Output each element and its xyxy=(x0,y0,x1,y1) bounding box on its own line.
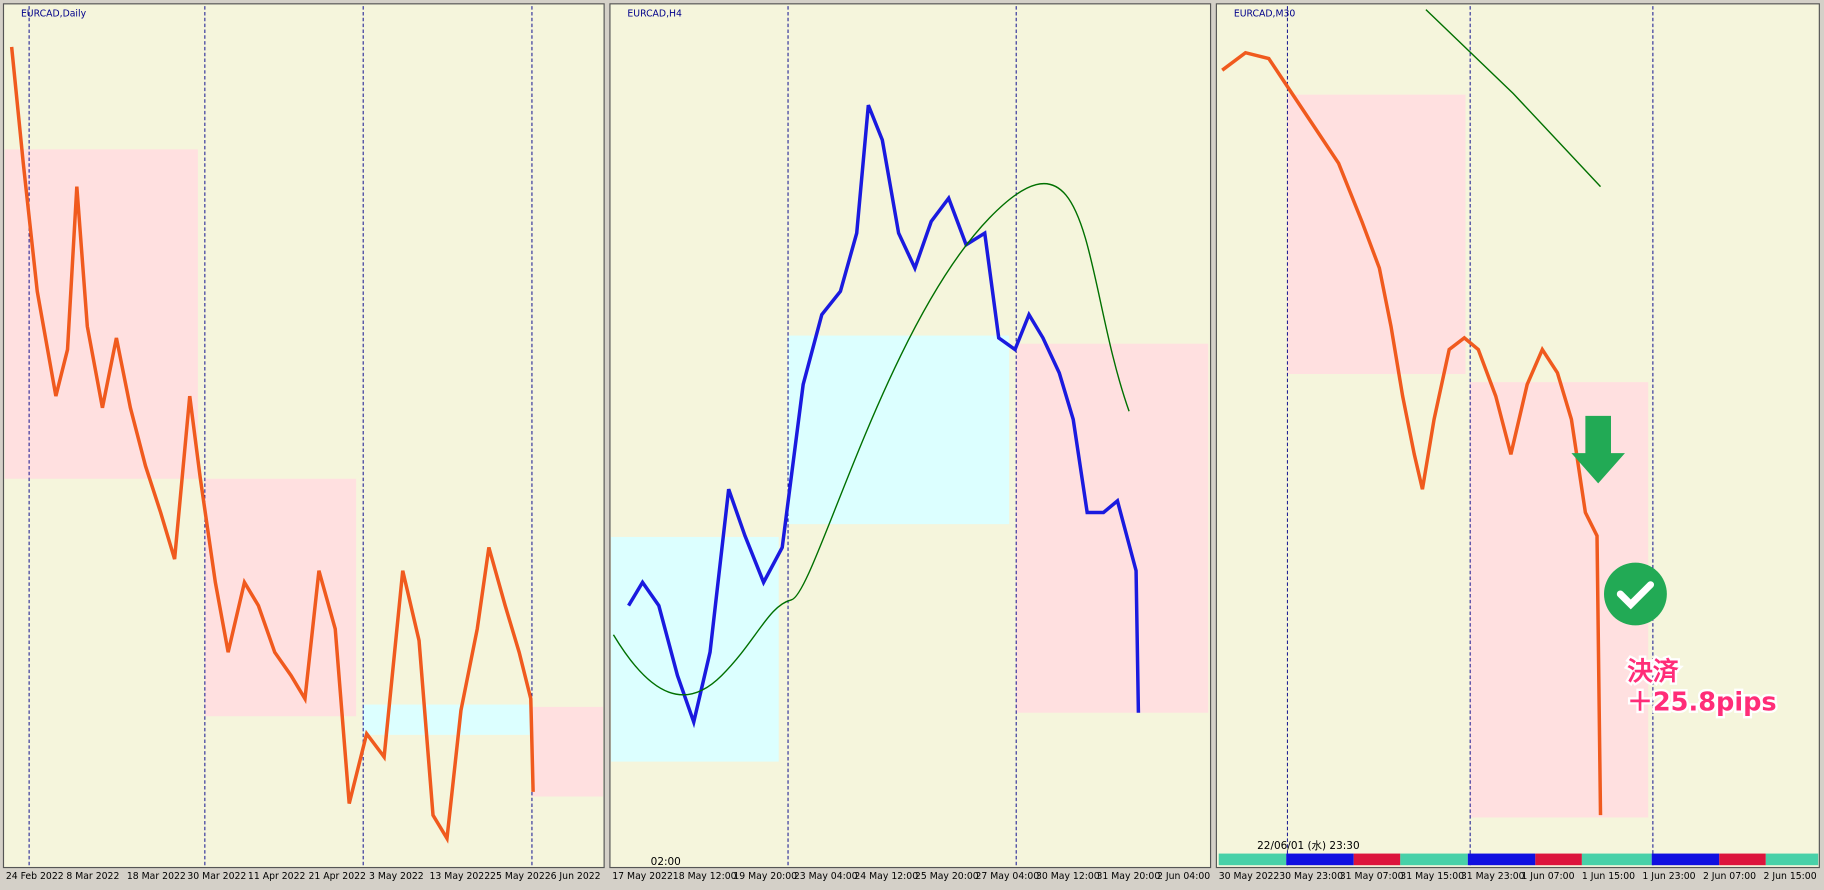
x-axis-label: 30 Mar 2022 xyxy=(187,871,246,882)
x-axis-label: 1 Jun 07:00 xyxy=(1521,871,1574,882)
price xyxy=(1221,50,1603,816)
x-axis-label: 3 May 2022 xyxy=(369,871,424,882)
price xyxy=(9,46,535,844)
x-axis-label: 17 May 2022 xyxy=(612,871,673,882)
x-axis-label: 31 May 07:00 xyxy=(1340,871,1404,882)
x-axis-label: 11 Apr 2022 xyxy=(248,871,305,882)
x-axis-label: 8 Mar 2022 xyxy=(66,871,119,882)
annotation: ＋25.8pips xyxy=(1627,687,1776,717)
x-axis-label: 21 Apr 2022 xyxy=(308,871,365,882)
x-axis-label: 19 May 20:00 xyxy=(733,871,797,882)
check-icon xyxy=(1604,562,1667,626)
check-mark xyxy=(1616,581,1655,610)
x-axis-label: 31 May 23:00 xyxy=(1461,871,1525,882)
down-arrow xyxy=(1571,415,1625,484)
zone xyxy=(1287,94,1466,374)
moving-average xyxy=(1425,9,1602,188)
zone xyxy=(531,706,603,797)
zone xyxy=(363,704,532,735)
zone xyxy=(788,335,1010,525)
panel-title: EURCAD,Daily xyxy=(21,9,87,20)
x-axis-label: 24 Feb 2022 xyxy=(6,871,64,882)
x-axis-label: 23 May 04:00 xyxy=(794,871,858,882)
x-axis-label: 31 May 20:00 xyxy=(1096,871,1160,882)
zone xyxy=(204,478,357,717)
annotation: 決済 xyxy=(1627,656,1679,687)
x-axis-label: 2 Jun 07:00 xyxy=(1703,871,1756,882)
x-axis-label: 25 May 20:00 xyxy=(915,871,979,882)
x-axis-label: 30 May 2022 xyxy=(1219,871,1280,882)
x-axis-label: 13 May 2022 xyxy=(430,871,491,882)
x-axis-label: 24 May 12:00 xyxy=(854,871,918,882)
zone xyxy=(611,536,779,762)
x-axis-label: 27 May 04:00 xyxy=(975,871,1039,882)
price xyxy=(627,104,1141,729)
panel-title: EURCAD,M30 xyxy=(1234,9,1296,20)
x-axis-label: 30 May 23:00 xyxy=(1279,871,1343,882)
panel-title: EURCAD,H4 xyxy=(627,9,682,20)
x-axis-label: 1 Jun 15:00 xyxy=(1582,871,1635,882)
x-axis-label: 18 Mar 2022 xyxy=(127,871,186,882)
x-axis-label: 2 Jun 15:00 xyxy=(1763,871,1816,882)
zone xyxy=(4,149,198,479)
moving-average xyxy=(612,182,1130,696)
zone xyxy=(1016,343,1209,713)
x-axis-label: 31 May 15:00 xyxy=(1400,871,1464,882)
x-axis-label: 25 May 2022 xyxy=(490,871,551,882)
session-bar xyxy=(1218,853,1819,866)
x-axis-label: 6 Jun 2022 xyxy=(551,871,601,882)
x-axis-label: 2 Jun 04:00 xyxy=(1157,871,1210,882)
timestamp: 22/06/01 (水) 23:30 xyxy=(1257,840,1359,852)
x-axis-label: 30 May 12:00 xyxy=(1036,871,1100,882)
time-label: 02:00 xyxy=(651,856,681,868)
x-axis-label: 1 Jun 23:00 xyxy=(1642,871,1695,882)
x-axis-label: 18 May 12:00 xyxy=(673,871,737,882)
